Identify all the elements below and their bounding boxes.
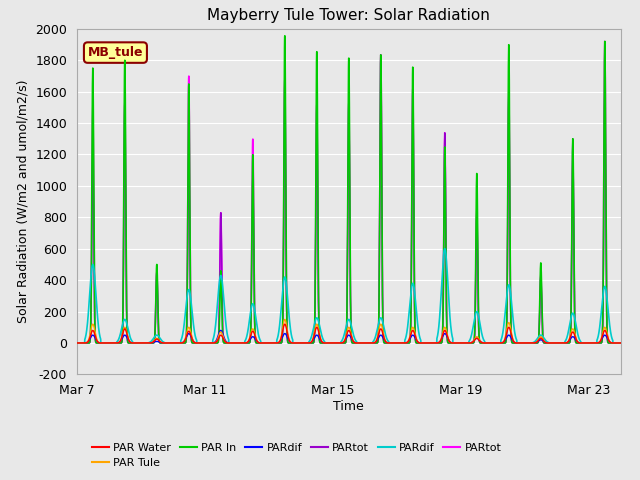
Text: MB_tule: MB_tule (88, 46, 143, 59)
Y-axis label: Solar Radiation (W/m2 and umol/m2/s): Solar Radiation (W/m2 and umol/m2/s) (17, 80, 29, 324)
X-axis label: Time: Time (333, 400, 364, 413)
Title: Mayberry Tule Tower: Solar Radiation: Mayberry Tule Tower: Solar Radiation (207, 9, 490, 24)
Legend: PAR Water, PAR Tule, PAR In, PARdif, PARtot, PARdif, PARtot: PAR Water, PAR Tule, PAR In, PARdif, PAR… (88, 438, 506, 472)
